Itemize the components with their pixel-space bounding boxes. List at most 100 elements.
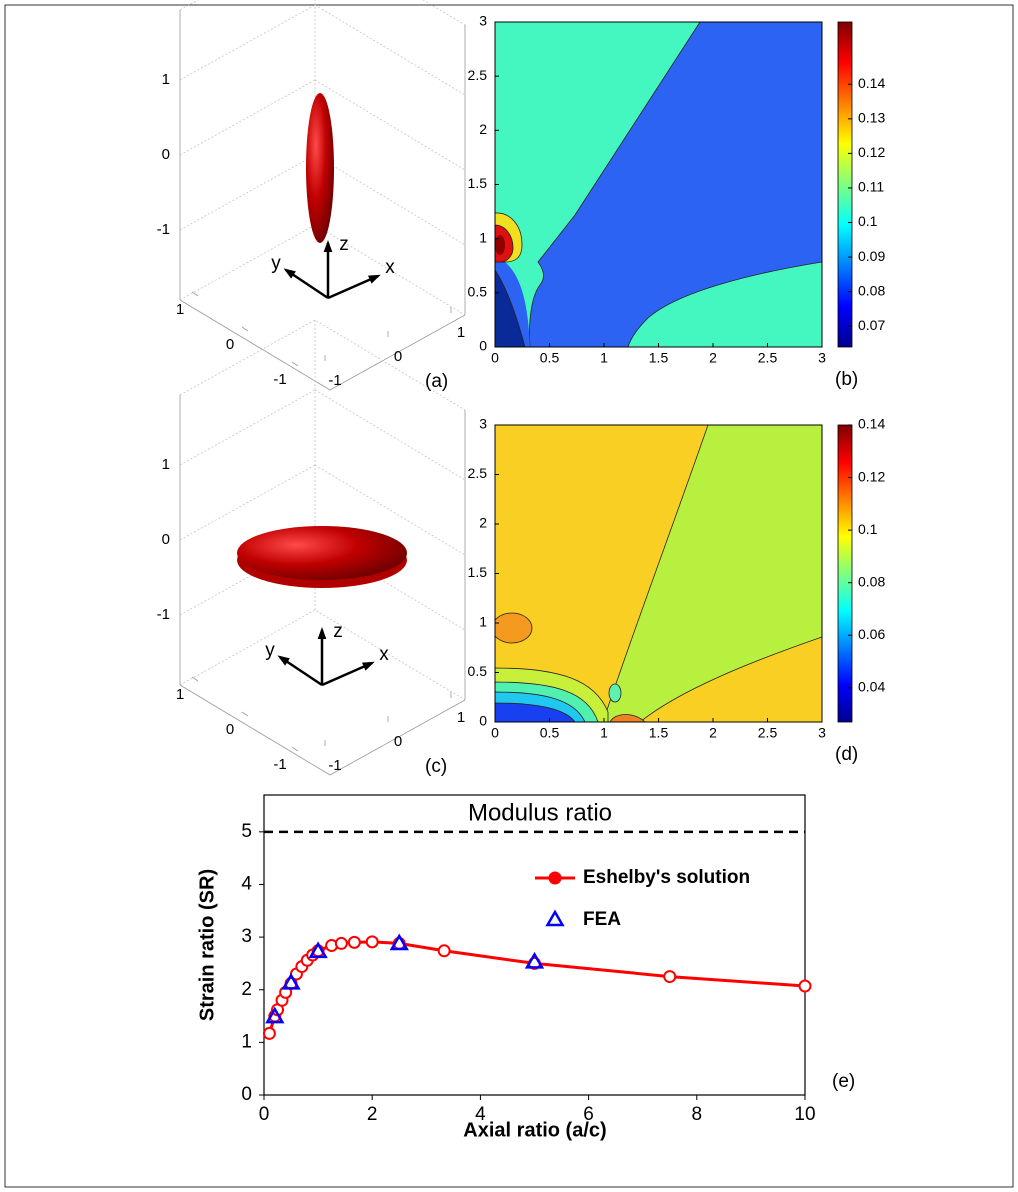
colorbar [837,21,853,348]
ellipsoid [237,526,407,580]
y-tick-label: 3 [479,13,487,29]
tick-mark [191,291,199,297]
axis-label: x [379,644,389,665]
panel-label: (d) [835,744,858,765]
box-edge [179,684,466,776]
colorbar [837,424,853,723]
x-tick-label: 1.5 [649,350,669,366]
x-tick-label: 0.5 [540,350,560,366]
colorbar-tick-label: 0.08 [858,573,885,589]
grid-line [179,464,316,541]
x-tick-label: 2 [709,350,717,366]
y-tick-label: 1 [176,686,184,703]
y-tick-label: 0 [226,721,234,738]
y-tick-label: 0 [479,338,487,354]
colorbar-tick-label: 0.09 [858,248,885,264]
x-tick-label: 0 [259,1104,270,1125]
axis-arrow [321,661,373,687]
axis-arrow [327,274,379,300]
colorbar-tick-label: 0.07 [858,317,885,333]
frame [4,4,1014,1188]
tick-mark [241,711,249,717]
x-tick-label: 3 [818,725,826,741]
grid-line [179,4,316,81]
colorbar-tick-label: 0.06 [858,626,885,642]
marker [265,1006,285,1024]
y-tick-label: 0 [226,336,234,353]
colorbar-tick-label: 0.1 [858,213,878,229]
x-tick-label: 0 [394,733,402,750]
colorbar-tick-label: 0.14 [858,75,885,91]
axis-label: y [271,253,281,274]
arrow-head [283,268,296,279]
y-tick-label: 5 [241,821,252,842]
x-tick-label: 2.5 [758,350,778,366]
y-tick-label: 0.5 [468,284,488,300]
axis-label: z [333,621,343,642]
arrow-head [317,627,327,640]
y-tick-label: 1 [176,301,184,318]
x-tick-label: 3 [818,350,826,366]
y-tick-label: 0 [479,713,487,729]
marker [663,970,677,984]
marker [365,935,379,949]
y-tick-label: 4 [241,873,252,894]
marker [308,941,328,959]
y-tick-label: 1 [479,229,487,245]
marker [334,936,348,950]
tick-mark [241,326,249,332]
y-tick-label: 1 [479,614,487,630]
panel-label: (a) [425,371,448,392]
marker [798,979,812,993]
y-tick-label: 1.5 [468,175,488,191]
panel-label: (b) [835,369,858,390]
x-tick-label: 1 [600,725,608,741]
x-axis-title: Axial ratio (a/c) [463,1119,606,1141]
z-tick-label: -1 [157,606,170,623]
y-tick-label: 1 [241,1031,252,1052]
arrow-head [277,655,290,666]
colorbar-tick-label: 0.04 [858,679,885,695]
colorbar-tick-label: 0.13 [858,110,885,126]
marker [437,944,451,958]
axis-label: y [265,640,275,661]
panel-label: (e) [832,1071,855,1092]
z-tick-label: 1 [162,71,170,88]
x-tick-label: 1.5 [649,725,669,741]
x-tick-label: 0 [394,348,402,365]
legend-marker [548,871,562,885]
y-tick-label: -1 [273,756,286,773]
arrow-head [323,240,333,253]
marker [281,972,301,990]
marker [524,951,545,969]
x-tick-label: -1 [328,757,341,774]
x-tick-label: 0.5 [540,725,560,741]
y-axis-title: Strain ratio (SR) [196,869,218,1021]
legend-label: FEA [583,909,621,930]
axis-label: x [385,257,395,278]
colorbar-tick-label: 0.1 [858,521,878,537]
x-tick-label: 1 [457,709,465,726]
z-tick-label: 0 [162,531,170,548]
x-tick-label: 2.5 [758,725,778,741]
x-tick-label: 1 [600,350,608,366]
y-tick-label: -1 [273,371,286,388]
tick-mark [291,361,299,367]
z-tick-label: -1 [157,221,170,238]
y-tick-label: 0.5 [468,663,488,679]
marker [262,1026,276,1040]
x-tick-label: 2 [709,725,717,741]
colorbar-tick-label: 0.12 [858,468,885,484]
y-tick-label: 0 [241,1084,252,1105]
y-tick-label: 2.5 [468,67,488,83]
grid-line [314,79,466,171]
z-tick-label: 0 [162,146,170,163]
panel-label: (c) [425,756,447,777]
tick-mark [291,746,299,752]
x-tick-label: 6 [583,1104,594,1125]
y-tick-label: 2 [241,979,252,1000]
tick-mark [191,676,199,682]
grid-line [314,389,466,481]
colorbar-tick-label: 0.08 [858,282,885,298]
y-tick-label: 3 [479,416,487,432]
